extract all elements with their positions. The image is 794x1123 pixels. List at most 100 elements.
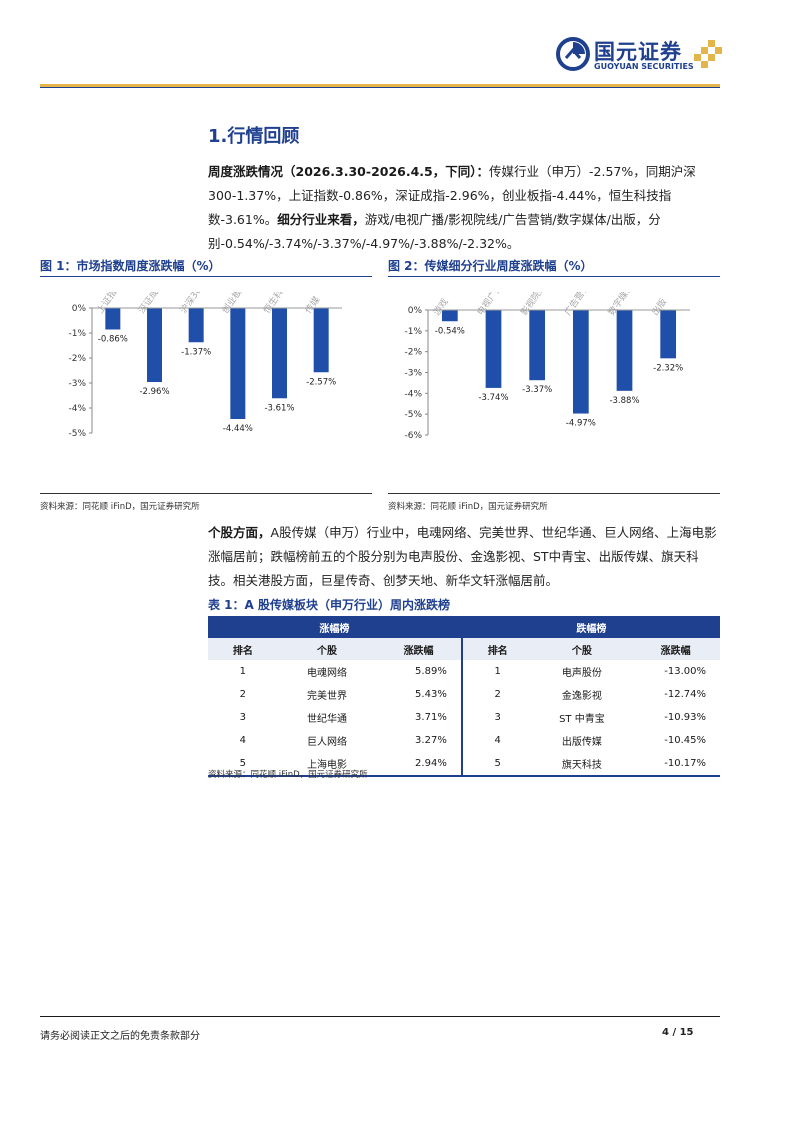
bar bbox=[105, 308, 121, 330]
col-rank-header: 排名 bbox=[460, 638, 533, 660]
bar bbox=[660, 310, 677, 359]
data-label: -3.74% bbox=[478, 393, 508, 403]
logo-emblem-icon bbox=[556, 37, 590, 71]
bar bbox=[485, 310, 502, 388]
gainers-header: 涨幅榜 bbox=[208, 616, 462, 638]
y-tick-label: 0% bbox=[408, 306, 423, 316]
gainer-change: 3.71% bbox=[415, 712, 447, 723]
table-row: 4 巨人网络 3.27% 4 出版传媒 -10.45% bbox=[208, 729, 720, 752]
loser-name: 出版传媒 bbox=[561, 737, 602, 748]
loser-change: -10.17% bbox=[631, 752, 720, 777]
company-logo: 国元证券 GUOYUAN SECURITIES bbox=[556, 36, 726, 76]
figure2-title-line bbox=[388, 276, 720, 277]
market-index-chart: 0%-1%-2%-3%-4%-5%-0.86%上证指数-2.96%深证成指-1.… bbox=[68, 292, 342, 439]
section-title: 1.行情回顾 bbox=[208, 126, 300, 147]
loser-name: 旗天科技 bbox=[532, 752, 632, 777]
header-divider bbox=[40, 84, 720, 87]
y-tick-label: -1% bbox=[404, 327, 422, 337]
para2-text: A股传媒（申万）行业中，电魂网络、完美世界、世纪华通、巨人网络、上海电影涨幅居前… bbox=[208, 525, 717, 588]
para1-bold-sub: 细分行业来看， bbox=[277, 212, 365, 227]
gainer-rank: 1 bbox=[239, 666, 247, 677]
bar bbox=[441, 310, 458, 322]
y-tick-label: -3% bbox=[404, 369, 422, 379]
gainer-name: 完美世界 bbox=[307, 691, 348, 702]
table1-title: 表 1：A 股传媒板块（申万行业）周内涨跌榜 bbox=[208, 598, 450, 612]
gainer-name: 电魂网络 bbox=[307, 668, 348, 679]
data-label: -1.37% bbox=[181, 347, 211, 357]
gainer-name: 巨人网络 bbox=[307, 737, 348, 748]
bar bbox=[230, 308, 246, 419]
figure2-source: 资料来源：同花顺 iFinD，国元证券研究所 bbox=[388, 502, 548, 512]
data-label: -4.97% bbox=[566, 419, 596, 429]
loser-change: -10.45% bbox=[664, 735, 706, 746]
header-divider-blue bbox=[40, 87, 720, 88]
loser-change: -12.74% bbox=[664, 689, 706, 700]
bar bbox=[616, 310, 633, 391]
gainer-name: 上海电影 bbox=[277, 752, 377, 777]
y-tick-label: -4% bbox=[404, 389, 422, 399]
bar bbox=[272, 308, 287, 399]
weekly-performance-paragraph: 周度涨跌情况（2026.3.30-2026.4.5，下同）：传媒行业（申万）-2… bbox=[208, 160, 720, 256]
figure1-title: 图 1：市场指数周度涨跌幅（%） bbox=[40, 259, 221, 273]
table-row: 2 完美世界 5.43% 2 金逸影视 -12.74% bbox=[208, 683, 720, 706]
figure1-source: 资料来源：同花顺 iFinD，国元证券研究所 bbox=[40, 502, 200, 512]
loser-rank: 5 bbox=[460, 752, 533, 777]
para1-text-sub: 游戏/电视广播/影视院线/广告营销/数字媒体/出版，分别-0.54%/-3.74… bbox=[208, 212, 661, 251]
gainer-change: 3.27% bbox=[415, 735, 447, 746]
loser-rank: 2 bbox=[460, 683, 533, 706]
y-tick-label: -6% bbox=[404, 431, 422, 441]
footer-divider bbox=[40, 1016, 720, 1017]
para1-bold-lead: 周度涨跌情况（2026.3.30-2026.4.5，下同）： bbox=[208, 164, 490, 179]
table-row: 1 电魂网络 5.89% 1 电声股份 -13.00% bbox=[208, 660, 720, 683]
y-tick-label: 0% bbox=[72, 304, 87, 314]
logo-squares-icon bbox=[694, 40, 722, 68]
col-change-header: 涨跌幅 bbox=[376, 638, 462, 660]
data-label: -0.54% bbox=[435, 326, 465, 336]
gainer-rank: 2 bbox=[239, 689, 247, 700]
data-label: -2.96% bbox=[139, 387, 169, 397]
bar bbox=[529, 310, 546, 381]
data-label: -4.44% bbox=[223, 424, 253, 434]
page-number: 4 / 15 bbox=[662, 1027, 694, 1038]
gainer-rank: 3 bbox=[239, 712, 247, 723]
loser-change: -10.93% bbox=[664, 712, 706, 723]
y-tick-label: -1% bbox=[68, 329, 86, 339]
gainer-change: 5.89% bbox=[415, 666, 447, 677]
loser-rank: 4 bbox=[460, 729, 533, 752]
data-label: -3.61% bbox=[264, 403, 294, 413]
data-label: -3.88% bbox=[609, 396, 639, 406]
col-stock-header: 个股 bbox=[532, 638, 632, 660]
loser-rank: 1 bbox=[460, 660, 533, 683]
stock-performance-paragraph: 个股方面，A股传媒（申万）行业中，电魂网络、完美世界、世纪华通、巨人网络、上海电… bbox=[208, 521, 720, 593]
data-label: -2.57% bbox=[306, 377, 336, 387]
y-tick-label: -2% bbox=[68, 354, 86, 364]
gainer-change: 2.94% bbox=[376, 752, 462, 777]
table-row: 3 世纪华通 3.71% 3 ST 中青宝 -10.93% bbox=[208, 706, 720, 729]
figure2-bottom-line bbox=[388, 493, 720, 494]
data-label: -0.86% bbox=[98, 335, 128, 345]
bar bbox=[188, 308, 204, 343]
loser-change: -13.00% bbox=[664, 666, 706, 677]
data-label: -3.37% bbox=[522, 385, 552, 395]
loser-name: 电声股份 bbox=[561, 668, 602, 679]
table-row: 5 上海电影 2.94% 5 旗天科技 -10.17% bbox=[208, 752, 720, 777]
data-label: -2.32% bbox=[653, 363, 683, 373]
para1-text: 传媒行业（申万）-2.57%，同期沪深300-1.37%，上证指数-0.86%，… bbox=[208, 164, 696, 227]
gainer-rank: 5 bbox=[208, 752, 278, 777]
gainer-change: 5.43% bbox=[415, 689, 447, 700]
logo-english-name: GUOYUAN SECURITIES bbox=[594, 62, 694, 71]
y-tick-label: -3% bbox=[68, 379, 86, 389]
y-tick-label: -5% bbox=[68, 429, 86, 439]
col-change-header: 涨跌幅 bbox=[631, 638, 720, 660]
y-tick-label: -2% bbox=[404, 348, 422, 358]
loser-name: ST 中青宝 bbox=[559, 714, 605, 725]
col-stock-header: 个股 bbox=[277, 638, 377, 660]
top-movers-table: 涨幅榜 跌幅榜 排名 个股 涨跌幅 排名 个股 涨跌幅 1 电魂网络 5.89%… bbox=[208, 616, 720, 777]
y-tick-label: -5% bbox=[404, 410, 422, 420]
loser-name: 金逸影视 bbox=[561, 691, 602, 702]
loser-rank: 3 bbox=[460, 706, 533, 729]
footer-disclaimer: 请务必阅读正文之后的免责条款部分 bbox=[40, 1031, 200, 1042]
col-rank-header: 排名 bbox=[208, 638, 278, 660]
figure1-title-line bbox=[40, 276, 372, 277]
gainer-rank: 4 bbox=[239, 735, 247, 746]
